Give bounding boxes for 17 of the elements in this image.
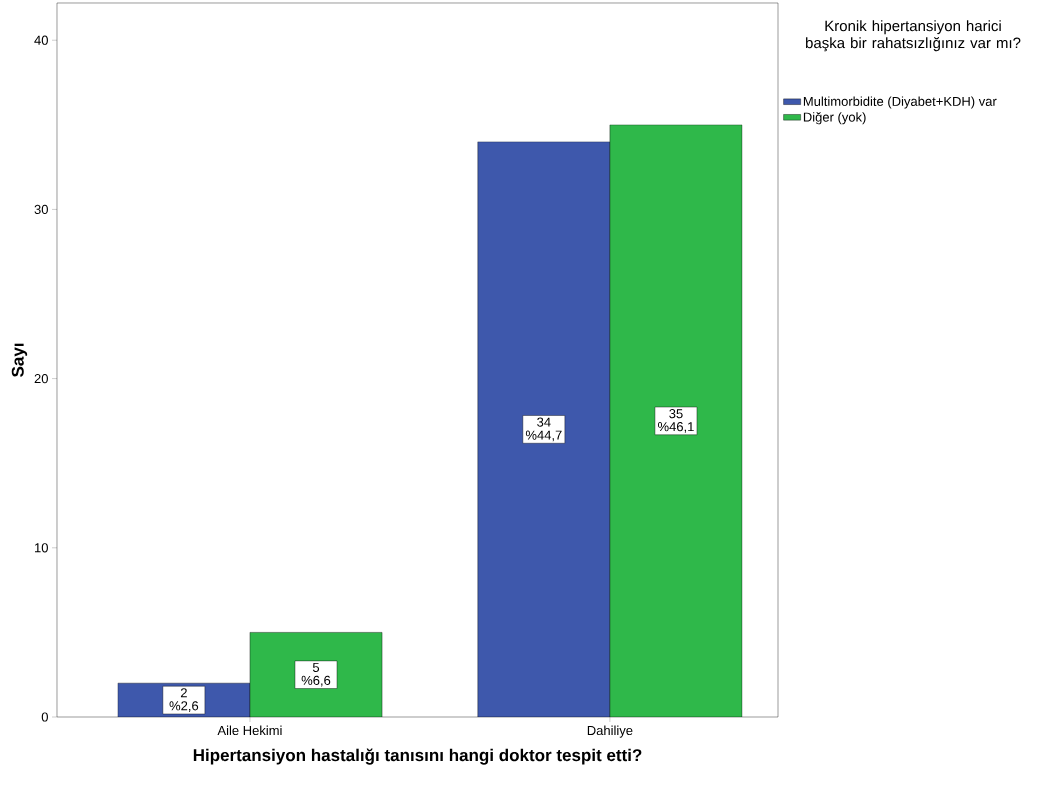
- y-tick-label: 40: [34, 35, 48, 45]
- data-label: 34 %44,7: [525, 417, 562, 442]
- y-tick-label: 30: [34, 204, 48, 215]
- data-label: 5 %6,6: [301, 662, 331, 687]
- y-tick-label: 20: [34, 374, 48, 384]
- x-tick-label: Aile Hekimi: [217, 725, 282, 736]
- data-label: 35 %46,1: [658, 409, 694, 433]
- y-axis-title: Sayı: [11, 343, 28, 377]
- legend-title: Kronik hipertansiyon harici başka bir rahatsızlığınız var mı?: [806, 20, 1021, 52]
- bar: [609, 124, 743, 717]
- x-axis-title: Hipertansiyon hastalığı tanısını hangi doktor tespit etti?: [193, 748, 642, 765]
- x-tick-label: Dahiliye: [587, 725, 633, 738]
- legend-label: Multimorbidite (Diyabet+KDH) var: [803, 96, 997, 109]
- y-tick-label: 0: [41, 712, 48, 722]
- legend-label: Diğer (yok): [803, 112, 866, 125]
- data-label: 2 %2,6: [169, 688, 199, 712]
- y-tick-label: 10: [34, 543, 48, 553]
